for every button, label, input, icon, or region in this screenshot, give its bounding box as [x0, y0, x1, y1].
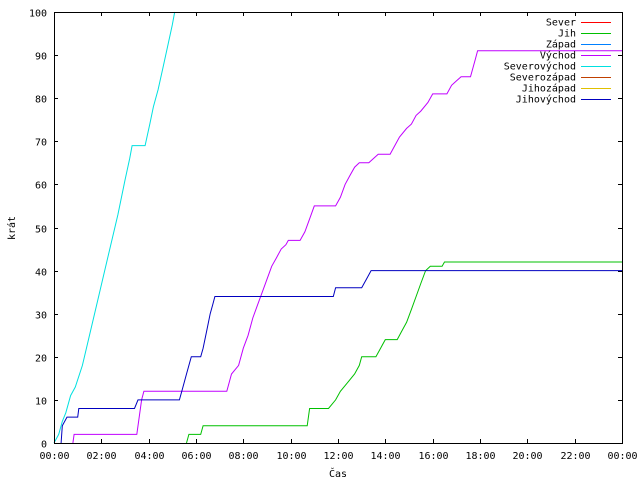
x-tick-label: 04:00 [134, 451, 164, 462]
y-tick-label: 100 [29, 9, 47, 20]
y-tick-label: 90 [35, 52, 47, 63]
y-axis-label: krát [6, 216, 18, 240]
series-line-4 [53, 11, 176, 444]
y-tick-label: 50 [35, 225, 47, 236]
x-tick-label: 06:00 [181, 451, 211, 462]
x-tick-label: 10:00 [276, 451, 306, 462]
x-tick-label: 18:00 [465, 451, 495, 462]
series-group [53, 11, 622, 444]
y-tick-label: 40 [35, 268, 47, 279]
y-tick-label: 80 [35, 95, 47, 106]
series-line-1 [186, 261, 622, 444]
x-tick-label: 08:00 [228, 451, 258, 462]
legend-label: Jihovýchod [516, 94, 576, 106]
x-tick-label: 00:00 [607, 451, 637, 462]
series-line-7 [60, 270, 622, 444]
legend-label: Sever [546, 18, 576, 29]
y-tick-label: 70 [35, 138, 47, 149]
y-tick-label: 30 [35, 311, 47, 322]
series-line-3 [72, 50, 622, 444]
x-tick-label: 00:00 [39, 451, 69, 462]
legend-label: Jih [558, 29, 576, 40]
y-tick-label: 20 [35, 354, 47, 365]
y-tick-label: 60 [35, 181, 47, 192]
legend-label: Jihozápad [522, 83, 576, 95]
legend-label: Severovýchod [504, 61, 576, 73]
x-tick-label: 14:00 [370, 451, 400, 462]
x-tick-label: 02:00 [86, 451, 116, 462]
y-tick-label: 0 [41, 440, 47, 451]
x-tick-label: 16:00 [418, 451, 448, 462]
legend-label: Západ [546, 39, 576, 51]
x-tick-label: 20:00 [512, 451, 542, 462]
legend-label: Východ [540, 50, 576, 62]
x-tick-label: 22:00 [560, 451, 590, 462]
legend-label: Severozápad [510, 72, 576, 84]
y-tick-label: 10 [35, 397, 47, 408]
x-tick-label: 12:00 [323, 451, 353, 462]
legend: SeverJihZápadVýchodSeverovýchodSeverozáp… [504, 18, 611, 106]
axes-group: 00:00 02:00 04:00 06:00 08:00 10:00 12:00 14:00… [29, 9, 638, 463]
x-axis-label: Čas [329, 467, 347, 480]
plot-frame [54, 12, 623, 444]
